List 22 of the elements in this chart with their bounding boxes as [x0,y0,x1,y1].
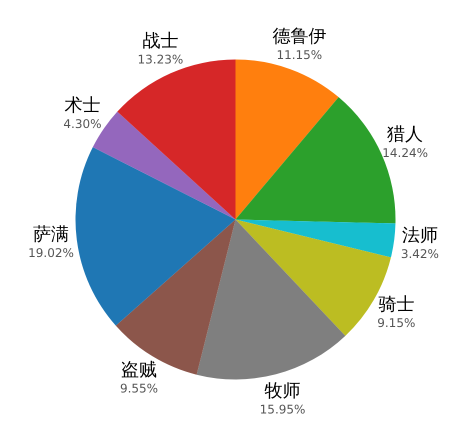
pie-slice [236,220,396,258]
data-label: 14.24% [382,146,428,160]
slice-label: 牧师 [264,380,301,402]
data-label: 3.42% [400,246,439,261]
data-label: 9.55% [120,382,158,396]
data-label: 13.23% [138,52,184,66]
data-label: 9.15% [377,316,416,330]
data-label: 19.02% [28,246,74,260]
pie-slice [196,220,346,380]
pie-slice [236,60,339,220]
slice-label: 盗贼 [121,360,158,381]
slice-label: 骑士 [378,294,414,315]
slice-label: 萨满 [33,224,70,246]
slice-label: 法师 [402,224,438,246]
pie-slice [76,147,236,326]
slice-label: 战士 [142,30,178,52]
data-label: 11.15% [276,48,322,62]
data-label: 15.95% [260,402,306,416]
slice-label: 术士 [64,94,100,116]
data-label: 4.30% [63,116,102,131]
slice-label: 德鲁伊 [272,26,326,47]
slice-label: 猎人 [387,124,424,146]
